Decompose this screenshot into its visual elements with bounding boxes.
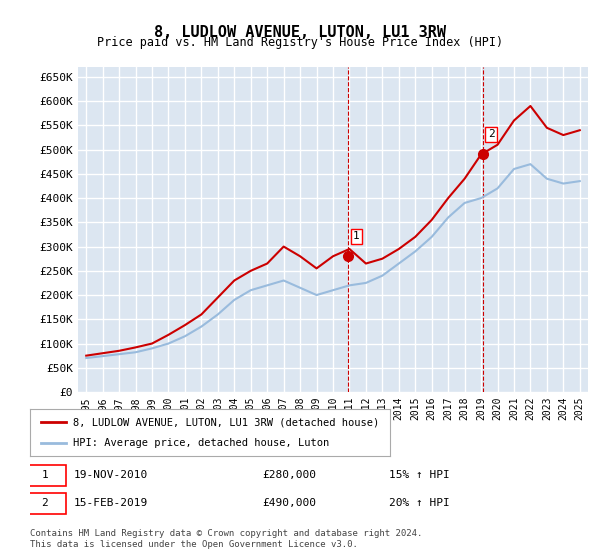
Text: 8, LUDLOW AVENUE, LUTON, LU1 3RW (detached house): 8, LUDLOW AVENUE, LUTON, LU1 3RW (detach… — [73, 417, 379, 427]
Text: £490,000: £490,000 — [262, 498, 316, 508]
FancyBboxPatch shape — [25, 465, 66, 486]
Text: 1: 1 — [353, 231, 359, 241]
Text: 15% ↑ HPI: 15% ↑ HPI — [389, 470, 449, 480]
Text: HPI: Average price, detached house, Luton: HPI: Average price, detached house, Luto… — [73, 438, 329, 448]
FancyBboxPatch shape — [25, 493, 66, 514]
Text: 2: 2 — [488, 129, 494, 139]
Text: Price paid vs. HM Land Registry's House Price Index (HPI): Price paid vs. HM Land Registry's House … — [97, 36, 503, 49]
Text: 20% ↑ HPI: 20% ↑ HPI — [389, 498, 449, 508]
Text: 1: 1 — [41, 470, 48, 480]
Text: 15-FEB-2019: 15-FEB-2019 — [74, 498, 148, 508]
Text: 2: 2 — [41, 498, 48, 508]
Text: Contains HM Land Registry data © Crown copyright and database right 2024.
This d: Contains HM Land Registry data © Crown c… — [30, 529, 422, 549]
Text: 8, LUDLOW AVENUE, LUTON, LU1 3RW: 8, LUDLOW AVENUE, LUTON, LU1 3RW — [154, 25, 446, 40]
Text: 19-NOV-2010: 19-NOV-2010 — [74, 470, 148, 480]
Text: £280,000: £280,000 — [262, 470, 316, 480]
